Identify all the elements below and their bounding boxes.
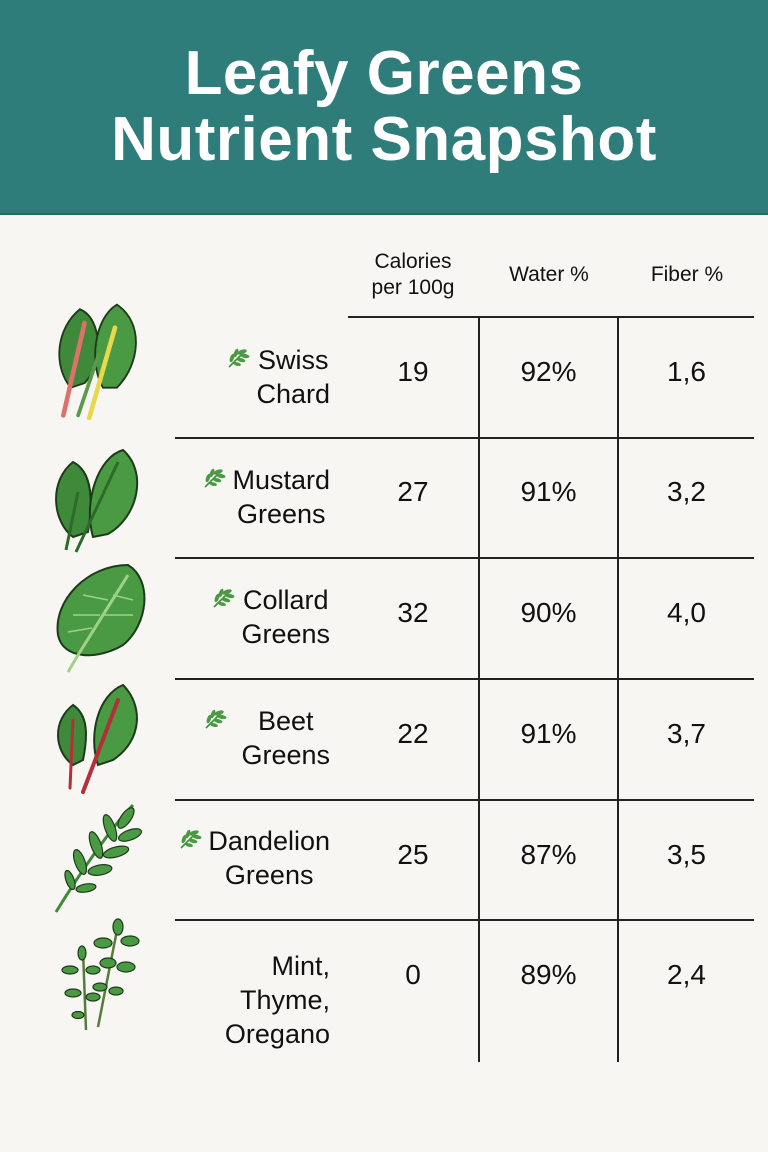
name-text: Mint, — [271, 951, 330, 981]
water-value: 91% — [520, 718, 577, 749]
name-text: Oregano — [224, 1019, 330, 1049]
row-divider — [175, 678, 754, 680]
header-text: Calories — [374, 250, 452, 273]
row-label-herbs: Mint, Thyme, Oregano — [150, 935, 330, 1065]
row-divider — [175, 557, 754, 559]
row-label-dandelion-greens: Dandelion Greens — [150, 798, 330, 918]
collard-greens-illustration — [56, 563, 146, 673]
page-title-line-1: Leafy Greens — [184, 38, 584, 108]
row-label-beet-greens: Beet Greens — [150, 678, 330, 798]
row-label-collard-greens: Collard Greens — [150, 557, 330, 677]
dandelion-greens-illustration — [54, 803, 143, 913]
name-text: Dandelion — [208, 826, 330, 856]
name-text: Beet — [257, 706, 314, 736]
name-text: Greens — [241, 740, 330, 770]
row-divider — [175, 437, 754, 439]
column-header-calories: Calories per 100g — [348, 240, 478, 310]
header-divider — [348, 316, 754, 318]
leaf-sprig-icon — [213, 587, 236, 608]
herbs-illustration — [61, 918, 140, 1031]
calories-value: 25 — [397, 839, 429, 870]
name-text: Collard — [242, 585, 329, 615]
leaf-sprig-icon — [180, 828, 203, 849]
column-header-fiber: Fiber % — [620, 240, 754, 310]
swiss-chard-illustration — [58, 303, 137, 420]
fiber-value: 3,7 — [667, 718, 706, 749]
fiber-value: 1,6 — [667, 356, 706, 387]
name-text: Greens — [241, 619, 330, 649]
calories-value: 32 — [397, 597, 429, 628]
header-text: Water % — [509, 263, 589, 286]
beet-greens-illustration — [57, 683, 138, 794]
leaf-sprig-icon — [228, 347, 251, 368]
calories-value: 19 — [397, 356, 429, 387]
name-text: Greens — [224, 860, 314, 890]
calories-value: 0 — [405, 959, 421, 990]
fiber-value: 4,0 — [667, 597, 706, 628]
fiber-value: 2,4 — [667, 959, 706, 990]
name-text: Greens — [236, 499, 326, 529]
water-value: 89% — [520, 959, 577, 990]
calories-value: 27 — [397, 476, 429, 507]
water-value: 92% — [520, 356, 577, 387]
mustard-greens-illustration — [55, 448, 139, 553]
header-text: per 100g — [371, 276, 455, 299]
calories-value: 22 — [397, 718, 429, 749]
name-text: Chard — [256, 379, 330, 409]
column-divider — [617, 316, 619, 1062]
leaf-sprig-icon — [205, 708, 228, 729]
column-divider — [478, 316, 480, 1062]
water-value: 91% — [520, 476, 577, 507]
water-value: 87% — [520, 839, 577, 870]
fiber-value: 3,2 — [667, 476, 706, 507]
column-header-water: Water % — [480, 240, 618, 310]
fiber-value: 3,5 — [667, 839, 706, 870]
name-text: Swiss — [257, 345, 329, 375]
row-divider — [175, 799, 754, 801]
row-label-swiss-chard: Swiss Chard — [150, 317, 330, 437]
water-value: 90% — [520, 597, 577, 628]
header-text: Fiber % — [650, 263, 724, 286]
title-banner: Leafy Greens Nutrient Snapshot — [0, 0, 768, 215]
row-label-mustard-greens: Mustard Greens — [150, 437, 330, 557]
page-title-line-2: Nutrient Snapshot — [111, 104, 657, 174]
name-text: Mustard — [232, 465, 330, 495]
leaf-sprig-icon — [204, 467, 227, 488]
row-divider — [175, 919, 754, 921]
name-text: Thyme, — [239, 985, 330, 1015]
